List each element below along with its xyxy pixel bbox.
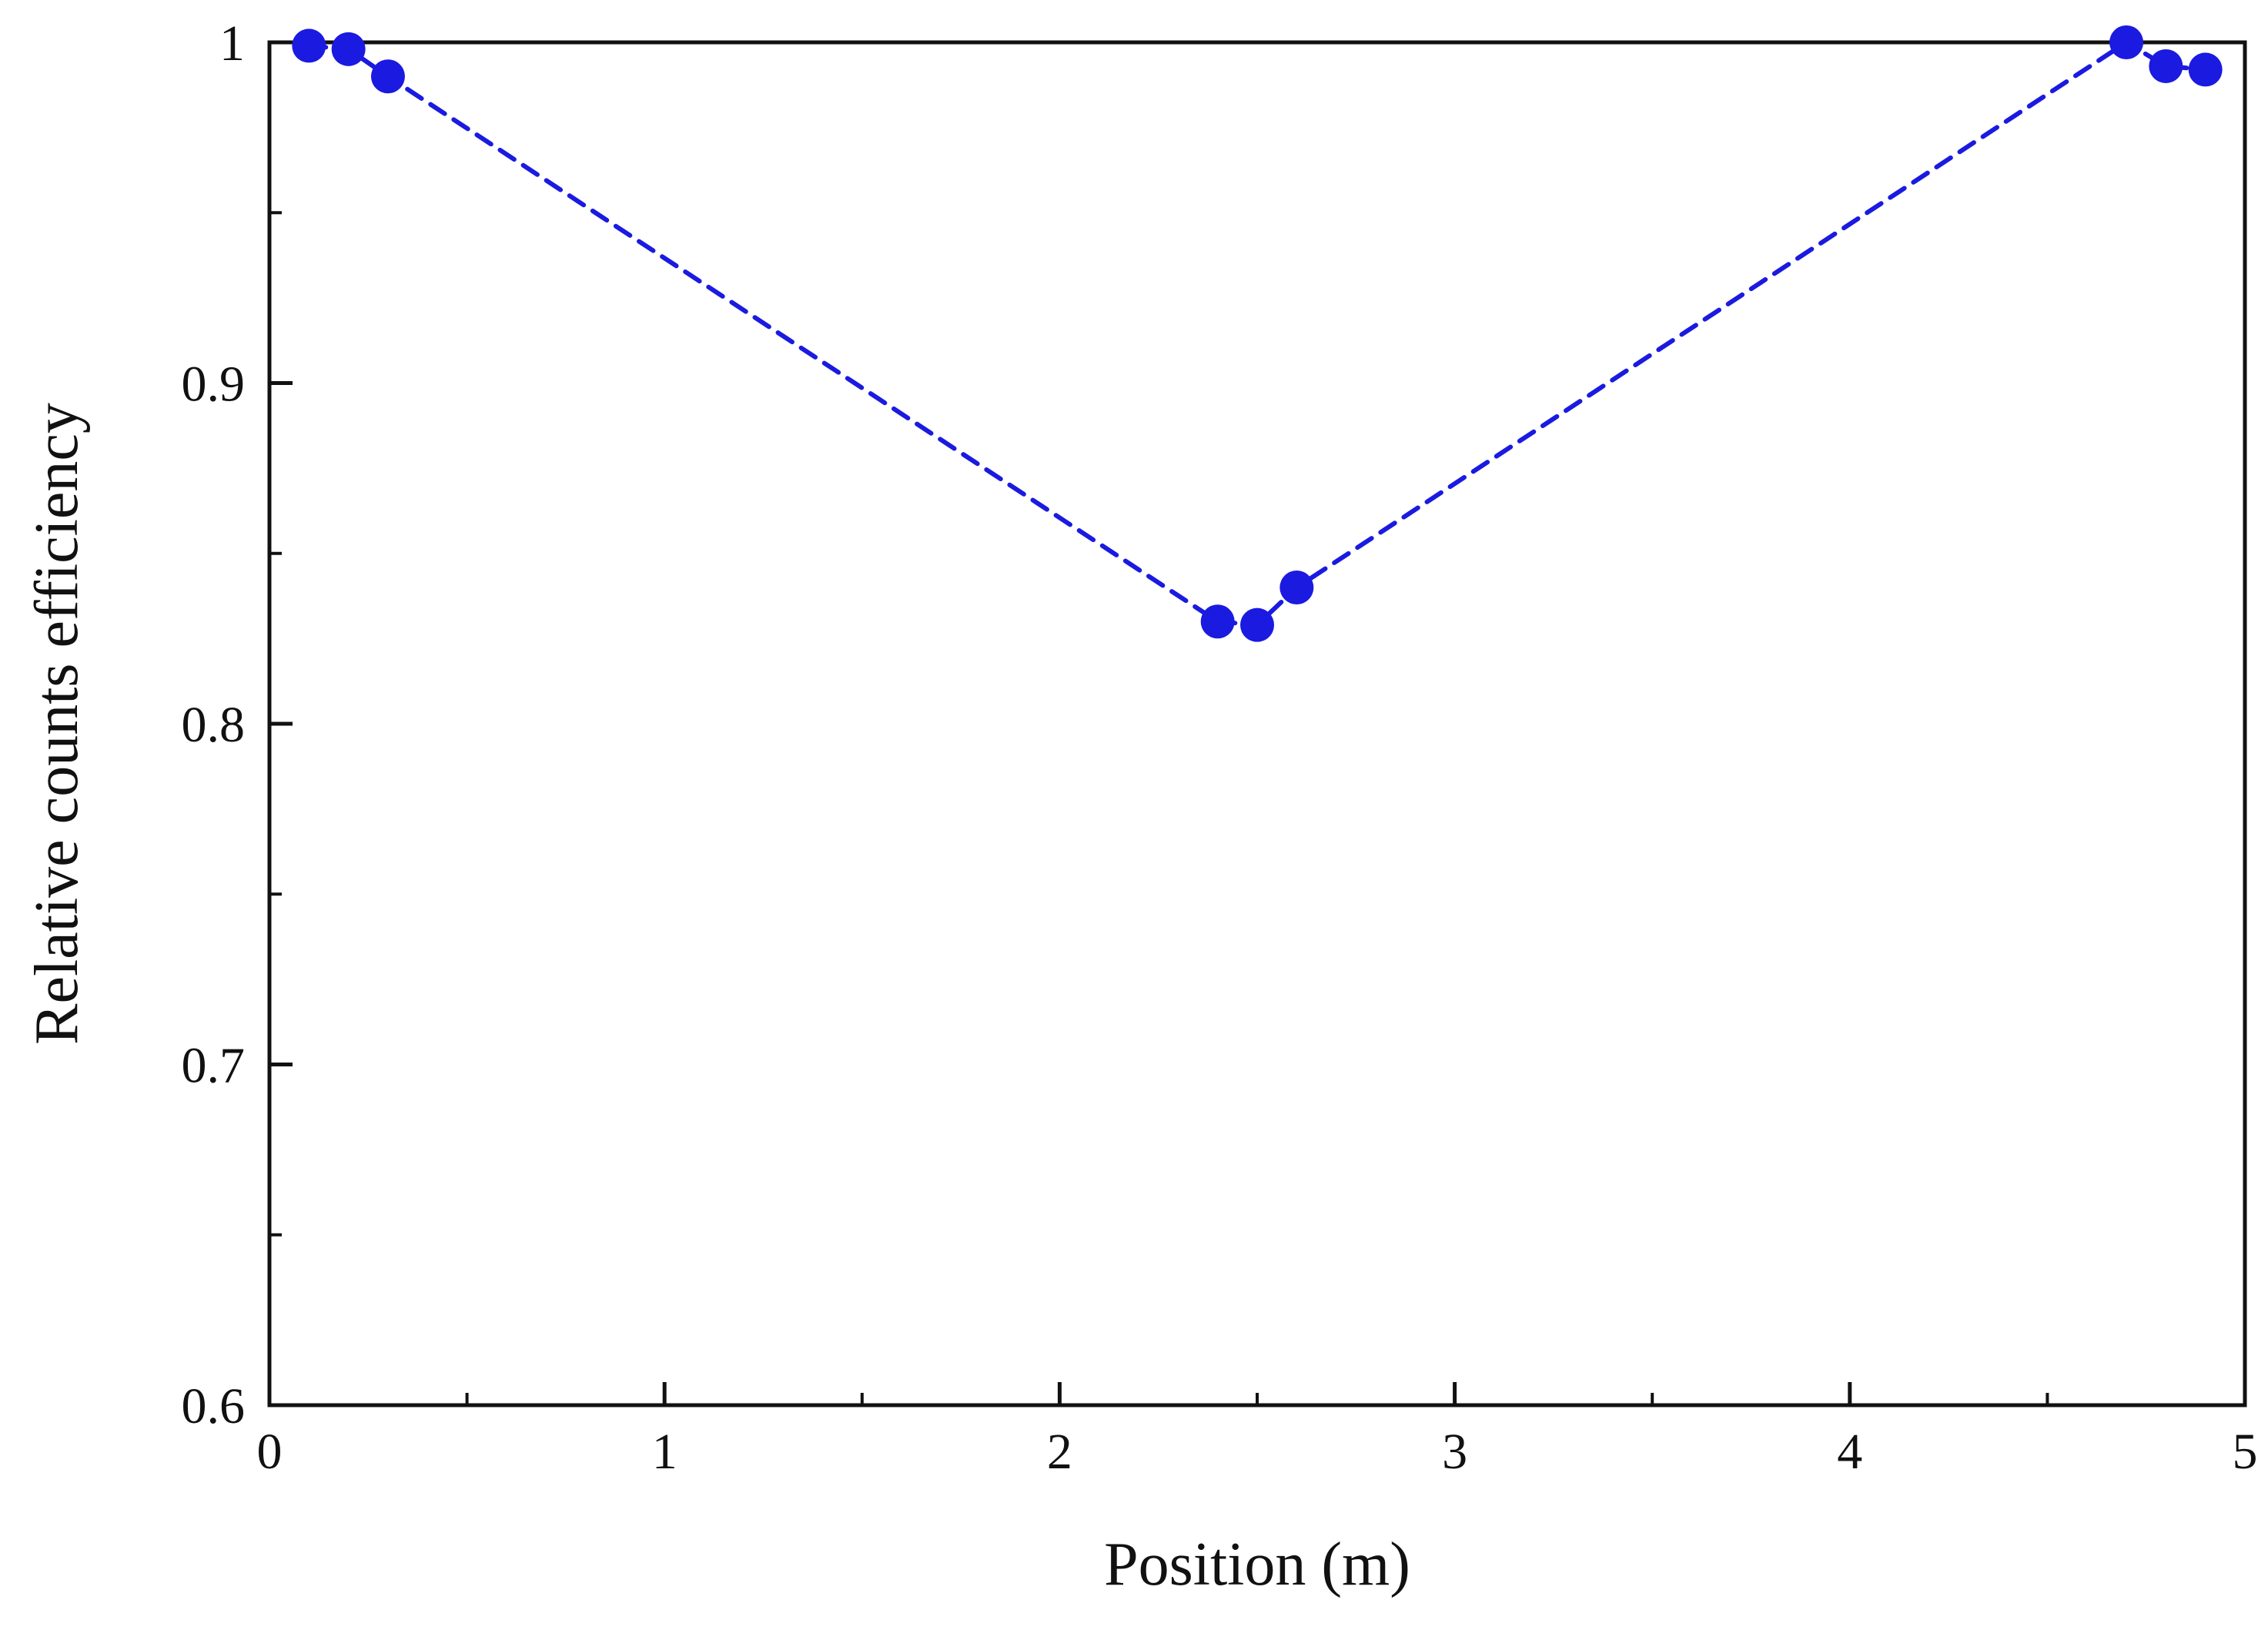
plot-render-layer: 0 1 2 3 4 5 0.6 0.7 0.8 0.9 1	[182, 15, 2258, 1480]
y-tick-label: 1	[219, 15, 245, 72]
x-tick-label: 3	[1442, 1424, 1467, 1480]
x-tick-label: 1	[652, 1424, 677, 1480]
data-point	[370, 59, 405, 94]
y-tick-label: 0.8	[182, 697, 246, 753]
x-tick-label: 5	[2233, 1424, 2258, 1480]
y-tick-label: 0.6	[182, 1378, 246, 1434]
plot-border	[267, 40, 2247, 1407]
x-tick-label: 0	[257, 1424, 283, 1480]
data-point	[1240, 607, 1274, 642]
x-tick-label: 2	[1047, 1424, 1072, 1480]
data-point	[292, 28, 326, 63]
y-tick-label: 0.7	[182, 1038, 246, 1094]
y-axis-title: Relative counts efficiency	[23, 403, 91, 1045]
series-line	[306, 39, 2208, 628]
data-point	[2109, 25, 2144, 59]
data-point	[2188, 52, 2223, 87]
data-point	[1280, 571, 1314, 604]
data-point	[2149, 49, 2183, 83]
data-point	[1200, 604, 1235, 639]
y-tick-label: 0.9	[182, 356, 246, 413]
x-tick-label: 4	[1837, 1424, 1862, 1480]
data-point	[331, 32, 366, 66]
x-axis-title: Position (m)	[1104, 1531, 1410, 1598]
